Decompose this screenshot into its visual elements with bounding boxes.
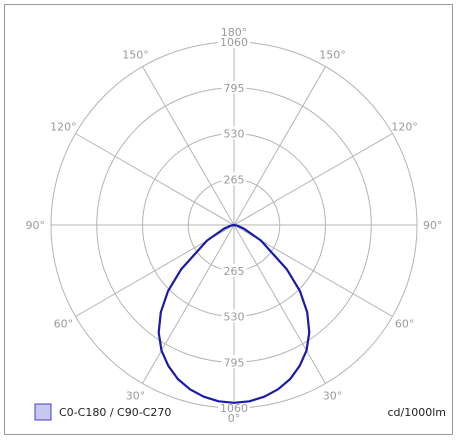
units-label: cd/1000lm: [387, 406, 446, 419]
angle-label: 60°: [395, 318, 415, 331]
legend-swatch: [34, 403, 52, 421]
radial-tick-label: 530: [224, 128, 245, 141]
legend-label: C0-C180 / C90-C270: [59, 406, 171, 419]
radial-tick-label: 1060: [220, 402, 248, 415]
angle-label: 30°: [126, 390, 146, 403]
intensity-curve-group: [157, 223, 311, 404]
angle-labels: 0° 30° 60° 90° 120° 150° 180° 30° 60° 90° 120° 150°: [26, 26, 443, 425]
intensity-curve: [157, 223, 311, 404]
angle-label: 90°: [423, 219, 443, 232]
radial-tick-label: 795: [224, 356, 245, 369]
angle-label: 0°: [228, 412, 241, 425]
angle-label: 90°: [26, 219, 46, 232]
radial-tick-label: 1060: [220, 36, 248, 49]
radial-tick-label-bg: [221, 355, 247, 369]
radial-tick-label-bg: [218, 401, 250, 414]
angle-label: 150°: [319, 48, 346, 61]
angle-label: 180°: [221, 26, 248, 39]
angle-label: 150°: [122, 48, 149, 61]
angle-label: 120°: [391, 121, 418, 134]
radial-tick-label-bg: [221, 172, 247, 186]
radial-tick-label: 265: [224, 173, 245, 186]
radial-tick-label-bg: [221, 263, 247, 277]
radial-tick-labels: 265 265 530 530 795 795 1060 1060: [218, 35, 250, 415]
angle-label: 60°: [54, 318, 74, 331]
angle-label: 120°: [50, 121, 77, 134]
radial-tick-label-bg: [218, 35, 250, 48]
radial-tick-label: 530: [224, 311, 245, 324]
radial-tick-label-bg: [221, 80, 247, 94]
angle-label: 30°: [323, 390, 343, 403]
radial-tick-label: 265: [224, 265, 245, 278]
radial-tick-label-bg: [221, 309, 247, 323]
radial-tick-label-bg: [221, 126, 247, 140]
radial-tick-label: 795: [224, 82, 245, 95]
